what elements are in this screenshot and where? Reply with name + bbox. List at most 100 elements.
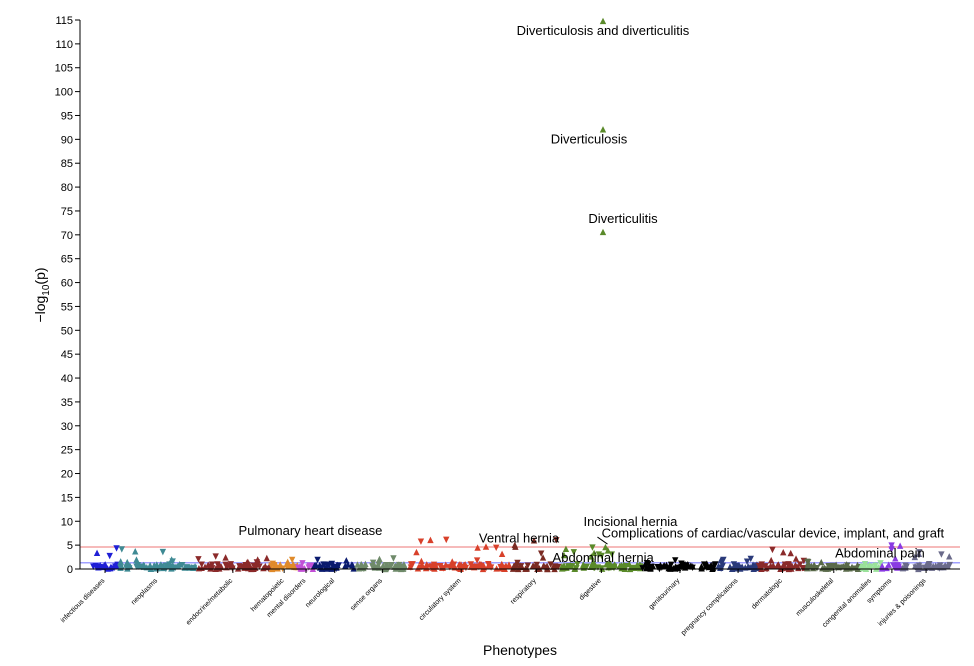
data-point: [598, 552, 605, 560]
data-point: [524, 562, 532, 569]
data-point: [571, 564, 579, 572]
data-point: [589, 544, 596, 551]
y-tick-label: 85: [61, 158, 73, 170]
data-point: [284, 562, 292, 570]
data-point: [751, 561, 759, 569]
annotation-leader-line: [597, 536, 608, 545]
data-point: [183, 564, 190, 571]
data-point: [767, 556, 775, 564]
x-axis-title: Phenotypes: [483, 642, 557, 658]
data-point: [857, 562, 865, 569]
data-point: [476, 560, 484, 568]
data-point: [195, 565, 203, 572]
data-point: [623, 563, 630, 570]
data-point: [263, 554, 271, 562]
x-tick-label: circulatory system: [418, 577, 463, 622]
data-point: [212, 553, 219, 560]
data-point: [735, 564, 743, 571]
x-tick-label: mental disorders: [266, 577, 308, 619]
data-point: [599, 126, 607, 133]
y-tick-label: 70: [61, 230, 73, 242]
x-axis: infectious diseases neoplasms endocrine/me…: [60, 568, 960, 637]
data-point: [413, 548, 420, 556]
data-point: [294, 564, 302, 571]
data-point: [106, 552, 113, 560]
data-point: [924, 564, 931, 571]
data-point: [715, 562, 722, 570]
data-point: [252, 564, 259, 572]
data-point: [244, 562, 252, 569]
data-point: [938, 551, 945, 558]
annotation-label: Diverticulosis and diverticulitis: [517, 23, 690, 38]
x-tick-label: neoplasms: [130, 577, 159, 606]
data-point: [159, 548, 167, 556]
y-tick-label: 0: [67, 564, 73, 576]
data-point: [796, 561, 804, 568]
y-tick-label: 35: [61, 397, 73, 409]
data-point: [547, 561, 554, 568]
data-point: [757, 562, 764, 569]
data-point: [837, 564, 844, 571]
data-point: [350, 565, 357, 572]
data-point: [335, 562, 342, 569]
data-point: [911, 553, 919, 561]
data-point: [427, 536, 434, 544]
data-point: [639, 565, 646, 572]
y-tick-label: 75: [61, 206, 73, 218]
data-point: [236, 563, 243, 570]
x-tick-label: respiratory: [509, 577, 538, 606]
data-point: [589, 558, 597, 566]
data-point: [560, 551, 568, 559]
data-point: [677, 562, 684, 569]
data-point: [895, 563, 902, 571]
data-point: [157, 561, 165, 568]
data-point: [530, 537, 538, 544]
data-point: [539, 554, 547, 561]
data-point: [629, 564, 636, 572]
data-point: [888, 542, 896, 549]
data-point: [583, 563, 590, 571]
data-point: [414, 565, 422, 572]
y-tick-label: 20: [61, 469, 73, 481]
data-point: [432, 562, 440, 570]
data-point: [529, 562, 537, 569]
data-point: [417, 538, 425, 545]
data-point: [326, 564, 333, 572]
data-point: [616, 562, 623, 570]
data-point: [467, 563, 475, 570]
data-point: [314, 556, 321, 564]
data-point: [222, 561, 229, 568]
y-tick-label: 60: [61, 278, 73, 290]
data-point: [720, 556, 727, 564]
data-point: [323, 561, 330, 568]
data-point: [497, 565, 504, 572]
data-point: [703, 564, 710, 571]
data-point: [195, 556, 202, 563]
data-point: [140, 563, 148, 570]
data-point: [395, 561, 403, 569]
annotation-label: Abdominal hernia: [553, 550, 655, 565]
data-point: [792, 561, 799, 569]
data-point: [660, 561, 668, 569]
data-point: [146, 561, 154, 569]
data-point: [299, 560, 306, 567]
x-tick-label: sense organs: [349, 577, 384, 612]
data-point: [406, 563, 414, 570]
data-point: [328, 560, 336, 568]
y-tick-label: 115: [55, 15, 73, 27]
data-point: [941, 562, 949, 569]
data-point: [602, 543, 609, 551]
data-point: [865, 563, 872, 570]
annotation-label: Incisional hernia: [583, 514, 678, 529]
y-tick-label: 5: [67, 540, 73, 552]
data-point: [227, 561, 235, 568]
data-point: [369, 564, 376, 571]
data-point: [598, 565, 605, 572]
data-point: [343, 557, 350, 564]
data-point: [376, 555, 383, 563]
data-point: [719, 562, 726, 569]
data-point: [587, 563, 594, 571]
y-tick-label: 40: [61, 373, 73, 385]
data-point: [117, 558, 124, 565]
